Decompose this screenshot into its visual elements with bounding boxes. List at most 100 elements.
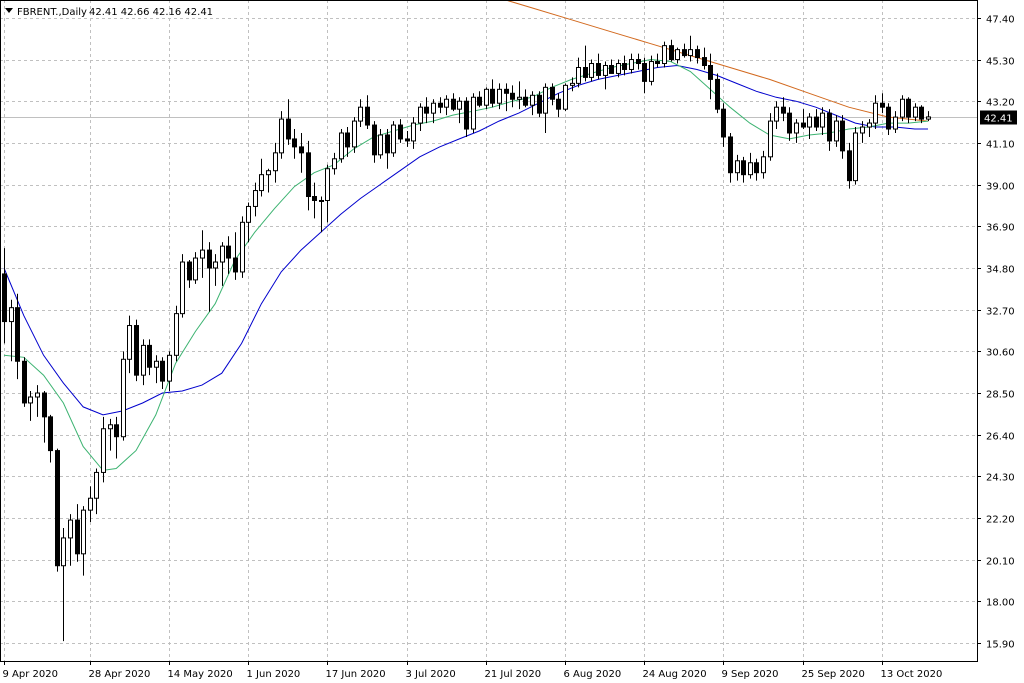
candlestick	[504, 83, 509, 112]
candlestick	[108, 418, 113, 451]
date-tick-label: 3 Jul 2020	[406, 669, 456, 680]
candle-body-bullish	[213, 261, 218, 269]
candle-body-bearish	[781, 106, 786, 114]
candlestick	[814, 109, 819, 132]
candlestick	[286, 99, 291, 145]
candlestick	[154, 355, 159, 384]
candle-body-bullish	[411, 122, 416, 142]
date-tick-label: 25 Sep 2020	[802, 669, 865, 680]
candlestick	[530, 91, 535, 116]
candle-body-bearish	[398, 124, 403, 140]
date-tick-label: 21 Jul 2020	[485, 669, 542, 680]
candlestick	[167, 351, 172, 392]
candlestick	[292, 129, 297, 159]
candlestick	[853, 127, 858, 185]
candle-body-bearish	[754, 162, 759, 174]
candlestick	[411, 117, 416, 149]
candlestick	[160, 357, 165, 390]
price-axis[interactable]: 47.40 45.30 43.20 41.10 39.00 36.90 34.80 32.70…	[977, 15, 1015, 651]
candlestick	[695, 45, 700, 64]
date-tick-label: 14 May 2020	[168, 669, 233, 680]
price-tick-label: 30.60	[986, 348, 1015, 359]
candlestick	[702, 47, 707, 70]
candle-body-bullish	[339, 132, 344, 160]
candlestick	[913, 103, 918, 122]
candlestick	[345, 127, 350, 157]
candlestick	[787, 107, 792, 141]
candlestick	[451, 93, 456, 112]
candlestick	[636, 53, 641, 70]
candle-body-bearish	[814, 116, 819, 128]
candle-body-bearish	[636, 59, 641, 65]
candle-body-bullish	[794, 122, 799, 134]
candlestick	[728, 132, 733, 183]
candle-body-bullish	[662, 45, 667, 65]
candle-body-bullish	[259, 174, 264, 192]
candle-body-bullish	[900, 98, 905, 118]
candle-body-bullish	[761, 156, 766, 174]
candle-body-bullish	[484, 88, 489, 106]
candlestick	[48, 414, 53, 463]
candle-body-bearish	[827, 112, 832, 142]
candlestick	[649, 55, 654, 86]
candle-body-bearish	[114, 424, 119, 438]
candle-body-bullish	[9, 307, 14, 323]
time-axis[interactable]: 9 Apr 2020 28 Apr 2020 14 May 2020 1 Jun 20…	[3, 661, 943, 680]
price-tick-label: 41.10	[986, 140, 1015, 151]
chart-title: FBRENT.,Daily 42.41 42.66 42.16 42.41	[5, 7, 213, 18]
candle-body-bearish	[299, 146, 304, 154]
candle-body-bullish	[629, 59, 634, 70]
candlestick	[675, 47, 680, 64]
candle-body-bearish	[642, 63, 647, 82]
candlestick	[180, 254, 185, 318]
candlestick	[75, 504, 80, 562]
candle-body-bearish	[741, 160, 746, 176]
candlestick	[312, 182, 317, 219]
candle-body-bullish	[88, 497, 93, 511]
candle-body-bullish	[616, 63, 621, 74]
candle-body-bullish	[174, 313, 179, 356]
candlestick	[471, 93, 476, 133]
candle-body-bearish	[292, 138, 297, 148]
candlestick	[774, 101, 779, 130]
current-price-tag: 42.41	[980, 110, 1017, 125]
chart-frame	[0, 0, 978, 662]
candlestick	[187, 260, 192, 288]
candlestick	[15, 293, 20, 380]
candle-body-bearish	[55, 450, 60, 567]
candle-body-bullish	[774, 106, 779, 122]
candlestick	[642, 57, 647, 94]
candlestick	[510, 85, 515, 108]
candlestick	[306, 140, 311, 211]
price-tick-label: 47.40	[986, 15, 1015, 26]
candle-body-bullish	[563, 84, 568, 110]
candlestick	[616, 59, 621, 78]
candle-body-bearish	[207, 249, 212, 269]
candle-body-bearish	[510, 92, 515, 100]
candlestick	[794, 119, 799, 143]
candlestick	[81, 506, 86, 576]
candlestick	[827, 109, 832, 151]
candle-body-bearish	[523, 96, 528, 106]
candlestick	[768, 113, 773, 161]
candlestick	[431, 99, 436, 124]
symbol-timeframe-label: FBRENT.,Daily	[17, 7, 87, 18]
candle-body-bullish	[543, 86, 548, 114]
candlestick	[358, 99, 363, 128]
candlestick	[207, 242, 212, 312]
candle-body-bearish	[42, 392, 47, 418]
candle-body-bullish	[167, 354, 172, 382]
candle-body-bullish	[589, 63, 594, 78]
date-tick-label: 6 Aug 2020	[564, 669, 622, 680]
candlestick	[147, 339, 152, 376]
candle-body-bullish	[893, 116, 898, 130]
candlestick	[662, 41, 667, 68]
candle-body-bullish	[688, 49, 693, 57]
candlestick	[609, 59, 614, 74]
candle-body-bearish	[365, 106, 370, 126]
candlestick	[497, 83, 502, 110]
chart-menu-triangle-icon[interactable]	[5, 8, 13, 13]
price-tick-label: 45.30	[986, 57, 1015, 68]
candlestick	[352, 117, 357, 153]
